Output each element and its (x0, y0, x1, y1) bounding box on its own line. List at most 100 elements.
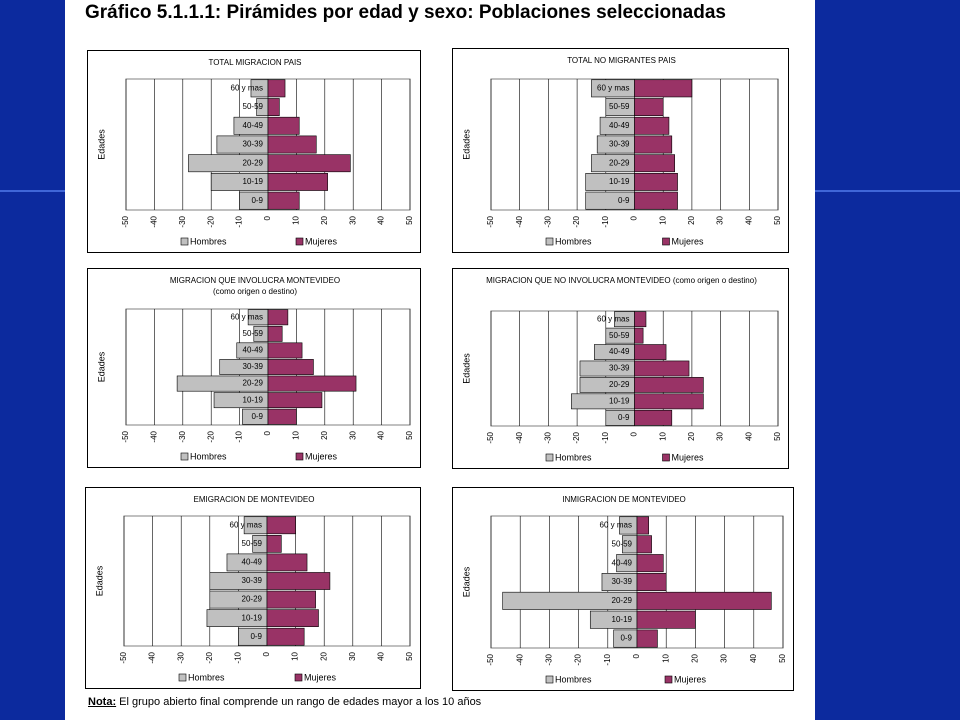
legend-label: Hombres (555, 674, 592, 684)
y-tick-label: 10-19 (242, 613, 263, 622)
bar (634, 191, 678, 210)
legend-label: Mujeres (305, 236, 338, 246)
x-tick-label: -20 (206, 430, 215, 442)
bar (634, 344, 667, 360)
legend-swatch (545, 675, 554, 684)
bar (267, 154, 351, 173)
chart-box: TOTAL MIGRACION PAIS -50 -40 -30 -20 -10 0 10 20… (87, 50, 421, 253)
y-tick-label: 50-59 (243, 102, 264, 111)
bar (636, 591, 772, 610)
bar (634, 154, 675, 173)
bar (634, 360, 690, 377)
y-tick-label: 40-49 (243, 121, 264, 130)
legend-swatch (545, 237, 554, 246)
y-tick-label: 30-39 (609, 364, 630, 373)
x-tick-label: 30 (716, 215, 725, 224)
x-tick-label: 10 (291, 651, 300, 660)
x-tick-label: 0 (263, 215, 272, 220)
x-tick-label: -10 (603, 653, 612, 665)
y-tick-label: 60 y mas (231, 312, 263, 321)
x-tick-label: -10 (601, 215, 610, 227)
x-tick-label: -10 (235, 430, 244, 442)
bar (636, 516, 649, 535)
bar (634, 327, 644, 344)
x-tick-label: -40 (148, 651, 157, 663)
chart-box: TOTAL NO MIGRANTES PAIS -50 -40 -30 -20 -10 0 1… (452, 48, 789, 253)
x-tick-label: 40 (744, 431, 753, 440)
y-tick-label: 10-19 (612, 615, 633, 624)
y-tick-label: 20-29 (242, 595, 263, 604)
chart-title: MIGRACION QUE NO INVOLUCRA MONTEVIDEO (c… (486, 276, 757, 285)
x-tick-label: -20 (572, 431, 581, 443)
legend-swatch (180, 452, 189, 461)
x-tick-label: -40 (515, 653, 524, 665)
x-tick-label: 30 (348, 651, 357, 660)
y-tick-label: 60 y mas (597, 314, 629, 323)
x-tick-label: 20 (319, 651, 328, 660)
bar (634, 79, 693, 98)
x-tick-label: 0 (263, 430, 272, 435)
y-tick-label: 10-19 (609, 396, 630, 405)
x-tick-label: -30 (178, 215, 187, 227)
x-tick-label: 30 (720, 653, 729, 662)
bar (636, 629, 658, 648)
x-tick-label: -10 (235, 215, 244, 227)
x-tick-label: -30 (544, 215, 553, 227)
chart-title: EMIGRACION DE MONTEVIDEO (193, 495, 315, 504)
x-tick-label: -10 (601, 431, 610, 443)
bar (634, 377, 704, 393)
bar (267, 79, 286, 98)
note-label: Nota: (88, 696, 117, 708)
y-tick-label: 50-59 (612, 539, 633, 548)
y-tick-label: 60 y mas (597, 83, 629, 92)
x-tick-label: 10 (658, 431, 667, 440)
bar (266, 609, 319, 627)
bar (267, 359, 314, 375)
legend-label: Mujeres (672, 236, 705, 246)
y-axis-label: Edades (94, 565, 104, 596)
bar (266, 627, 305, 646)
chart-box: EMIGRACION DE MONTEVIDEO -50 -40 -30 -20 -10 0… (85, 487, 421, 689)
bar (266, 590, 316, 609)
x-tick-label: -30 (178, 430, 187, 442)
y-axis-label: Edades (461, 129, 471, 160)
chart-box: MIGRACION QUE NO INVOLUCRA MONTEVIDEO (c… (452, 268, 789, 469)
bar (634, 98, 664, 116)
x-tick-label: 0 (632, 653, 641, 658)
y-tick-label: 50-59 (243, 329, 264, 338)
x-tick-label: 40 (749, 653, 758, 662)
x-tick-label: 50 (773, 431, 782, 440)
x-tick-label: -30 (545, 653, 554, 665)
bar (266, 553, 308, 572)
y-tick-label: 20-29 (609, 380, 630, 389)
y-tick-label: 60 y mas (600, 521, 632, 530)
bar (267, 98, 280, 116)
x-tick-label: -20 (206, 215, 215, 227)
y-tick-label: 40-49 (609, 121, 630, 130)
legend-label: Hombres (555, 236, 592, 246)
x-tick-label: -50 (121, 215, 130, 227)
x-tick-label: 50 (405, 651, 414, 660)
legend-swatch (178, 673, 187, 682)
x-tick-label: 40 (744, 215, 753, 224)
x-tick-label: 30 (348, 215, 357, 224)
y-tick-label: 0-9 (251, 196, 263, 205)
y-tick-label: 20-29 (612, 596, 633, 605)
x-tick-label: 10 (292, 215, 301, 224)
bar (634, 135, 673, 154)
y-tick-label: 40-49 (242, 558, 263, 567)
y-tick-label: 0-9 (618, 196, 630, 205)
legend-swatch (662, 453, 670, 462)
bar (267, 342, 303, 359)
x-tick-label: -40 (515, 431, 524, 443)
legend-swatch (295, 452, 304, 461)
chart-title: MIGRACION QUE INVOLUCRA MONTEVIDEO (como… (169, 276, 341, 296)
x-tick-label: -20 (572, 215, 581, 227)
x-tick-label: -30 (544, 431, 553, 443)
bar (634, 409, 673, 426)
chart-box: INMIGRACION DE MONTEVIDEO -50 -40 -30 -20 -10… (452, 487, 794, 691)
x-tick-label: -50 (486, 215, 495, 227)
bar (266, 572, 331, 590)
y-axis-label: Edades (461, 353, 471, 384)
legend-label: Hombres (190, 236, 227, 246)
